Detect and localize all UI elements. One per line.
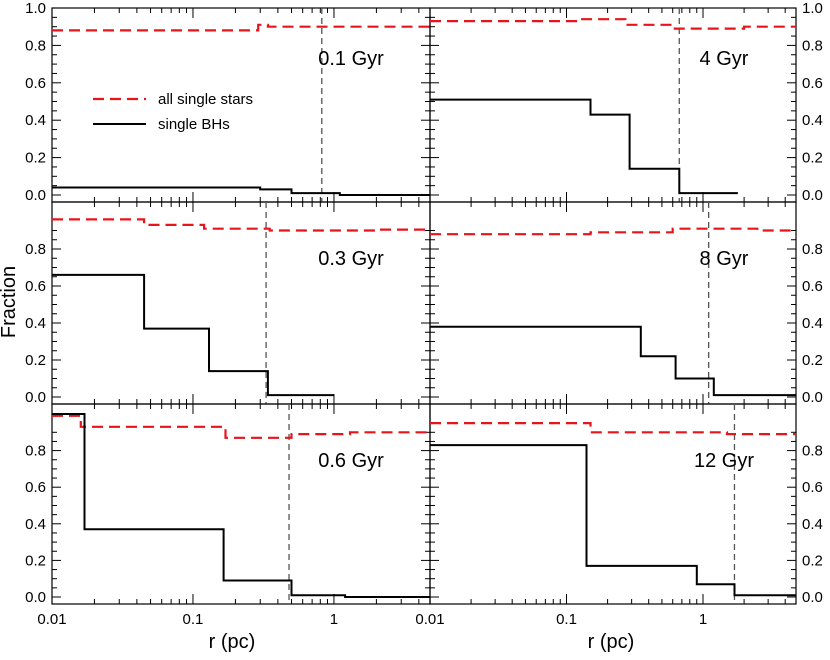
series-single-bhs [430,98,738,195]
panel-time-label: 12 Gyr [694,450,754,472]
y-tick-label: 0.8 [802,37,823,54]
series-single-bhs [52,186,430,196]
x-tick-label: 0.01 [415,611,444,628]
panel-time-label: 4 Gyr [700,48,749,70]
y-tick-label: 0.0 [25,589,46,606]
panel-time-label: 0.3 Gyr [318,248,384,270]
y-tick-label: 0.4 [802,112,823,129]
x-tick-label: 0.1 [556,611,577,628]
y-tick-label: 0.0 [25,389,46,406]
series-single-bhs [430,444,796,597]
y-tick-label: 0.4 [802,315,823,332]
series-all-single-stars [430,422,796,436]
y-tick-label: 0.8 [25,443,46,460]
y-tick-label: 0.8 [25,37,46,54]
x-tick-label: 1 [699,611,707,628]
panel-frame [429,201,797,405]
y-tick-label: 0.6 [25,278,46,295]
y-tick-label: 0.8 [802,443,823,460]
x-tick-label: 0.1 [183,611,204,628]
y-tick-label: 0.8 [802,241,823,258]
y-tick-label: 0.4 [802,516,823,533]
y-tick-label: 0.6 [802,75,823,92]
panel-frame [429,7,797,203]
y-tick-label: 0.2 [25,352,46,369]
series-single-bhs [430,325,796,397]
series-all-single-stars [430,227,796,236]
series-all-single-stars [52,414,430,439]
y-tick-label: 0.0 [802,389,823,406]
y-tick-label: 0.0 [802,589,823,606]
y-tick-label: 0.6 [25,75,46,92]
y-tick-label: 0.4 [25,112,46,129]
panel-0.1-gyr: 0.0 0.2 0.4 0.6 0.8 1.0 0.1 Gyr [25,0,431,204]
x-tick-label: 1 [330,611,338,628]
panel-8-gyr: 0.0 0.2 0.4 0.6 0.8 8 Gyr [429,201,823,406]
y-tick-label: 0.2 [802,552,823,569]
series-all-single-stars [430,18,796,30]
panel-time-label: 0.6 Gyr [318,450,384,472]
panel-frame [429,403,797,605]
panel-12-gyr: 0.0 0.2 0.4 0.6 0.8 0.01 0.1 1 12 Gyr [415,403,823,628]
legend-label-single-bhs: single BHs [158,116,230,133]
series-single-bhs [52,273,334,397]
y-tick-label: 0.4 [25,315,46,332]
y-tick-label: 0.8 [25,241,46,258]
legend-label-all-single-stars: all single stars [158,91,253,108]
series-all-single-stars [52,23,430,32]
x-axis-title-right: r (pc) [588,631,635,653]
y-tick-label: 0.4 [25,516,46,533]
panel-time-label: 0.1 Gyr [318,48,384,70]
panel-0.3-gyr: 0.0 0.2 0.4 0.6 0.8 0.3 Gyr [25,201,431,406]
panel-frame [51,201,431,405]
y-tick-label: 1.0 [25,0,46,17]
y-tick-label: 0.2 [25,552,46,569]
y-tick-label: 0.6 [25,479,46,496]
panel-frame [51,403,431,605]
y-tick-label: 1.0 [802,0,823,17]
y-tick-label: 0.0 [25,187,46,204]
x-axis-title-left: r (pc) [209,631,256,653]
series-single-bhs [52,413,430,598]
panel-4-gyr: 0.0 0.2 0.4 0.6 0.8 1.0 4 Gyr [429,0,823,204]
x-tick-label: 0.01 [37,611,66,628]
panels-group: 0.0 0.2 0.4 0.6 0.8 1.0 0.1 Gyr 0.0 0.2 0.4 0.6 0.8… [25,0,823,628]
panel-0.6-gyr: 0.0 0.2 0.4 0.6 0.8 0.01 0.1 1 0.6 Gyr [25,403,431,628]
y-tick-label: 0.2 [802,150,823,167]
y-axis-title: Fraction [0,266,20,338]
panel-time-label: 8 Gyr [700,248,749,270]
y-tick-label: 0.2 [802,352,823,369]
y-tick-label: 0.6 [802,278,823,295]
y-tick-label: 0.0 [802,187,823,204]
series-all-single-stars [52,218,430,232]
legend: all single stars single BHs [93,91,253,133]
y-tick-label: 0.6 [802,479,823,496]
y-tick-label: 0.2 [25,150,46,167]
